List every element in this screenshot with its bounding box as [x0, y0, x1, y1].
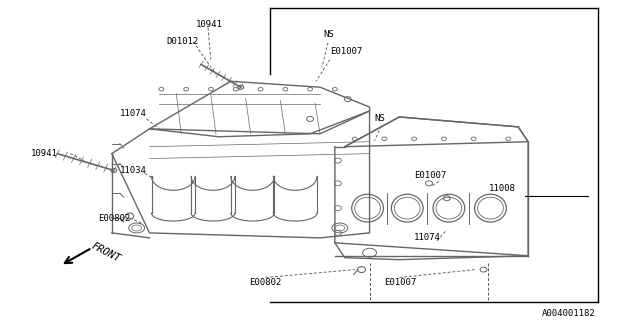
Text: 10941: 10941 — [196, 20, 223, 29]
Text: NS: NS — [374, 115, 385, 124]
Text: D01012: D01012 — [166, 37, 198, 46]
Text: E01007: E01007 — [414, 171, 447, 180]
Text: E00802: E00802 — [248, 278, 281, 287]
Text: FRONT: FRONT — [90, 241, 122, 264]
Text: E01007: E01007 — [385, 278, 417, 287]
Text: 11034: 11034 — [120, 166, 147, 175]
Text: 11074: 11074 — [120, 109, 147, 118]
Text: E00802: E00802 — [98, 213, 130, 222]
Text: NS: NS — [323, 30, 333, 39]
Text: 10941: 10941 — [31, 149, 58, 158]
Text: 11074: 11074 — [414, 233, 441, 242]
Text: A004001182: A004001182 — [542, 309, 596, 318]
Text: E01007: E01007 — [330, 47, 362, 56]
Text: 11008: 11008 — [488, 184, 515, 193]
